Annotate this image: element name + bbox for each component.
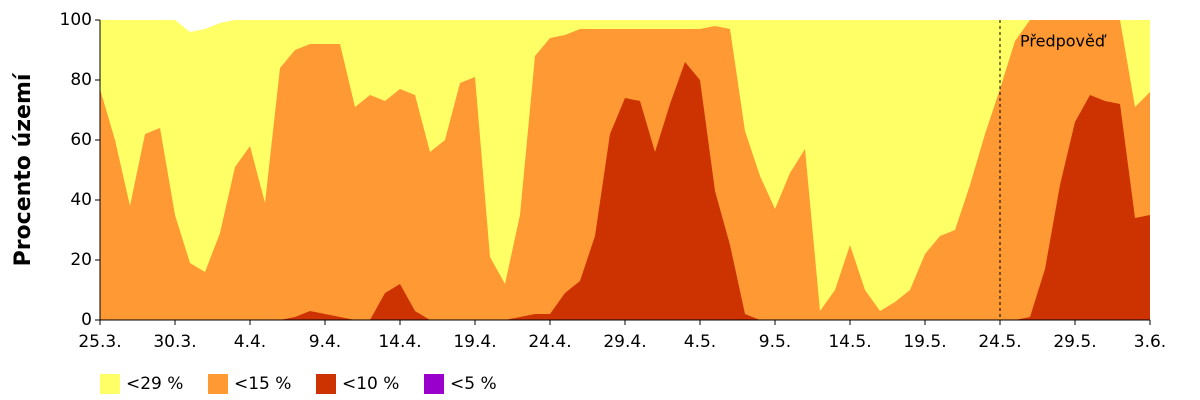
x-tick-label: 24.5. [978, 332, 1021, 352]
legend-swatch [208, 374, 228, 394]
legend-label: <29 % [126, 374, 183, 394]
legend-swatch [424, 374, 444, 394]
x-tick-label: 29.5. [1053, 332, 1096, 352]
y-tick-label: 20 [70, 250, 92, 270]
legend-swatch [100, 374, 120, 394]
x-tick-label: 30.3. [153, 332, 196, 352]
legend-label: <15 % [234, 374, 291, 394]
x-tick-label: 24.4. [528, 332, 571, 352]
x-tick-label: 4.4. [234, 332, 266, 352]
x-tick-label: 9.5. [759, 332, 791, 352]
y-tick-label: 60 [70, 130, 92, 150]
x-tick-label: 14.5. [828, 332, 871, 352]
y-tick-label: 40 [70, 190, 92, 210]
x-tick-label: 3.6. [1134, 332, 1166, 352]
x-tick-label: 25.3. [78, 332, 121, 352]
x-tick-label: 29.4. [603, 332, 646, 352]
y-tick-label: 100 [60, 10, 92, 30]
y-axis-label: Procento území [11, 72, 36, 266]
annotation: Předpověď [1020, 32, 1107, 51]
x-tick-label: 14.4. [378, 332, 421, 352]
area [100, 62, 1150, 320]
legend-label: <5 % [450, 374, 497, 394]
y-tick-label: 80 [70, 70, 92, 90]
y-tick-label: 0 [81, 310, 92, 330]
x-tick-label: 9.4. [309, 332, 341, 352]
legend-swatch [316, 374, 336, 394]
legend-label: <10 % [342, 374, 399, 394]
x-tick-label: 4.5. [684, 332, 716, 352]
x-tick-label: 19.5. [903, 332, 946, 352]
x-tick-label: 19.4. [453, 332, 496, 352]
